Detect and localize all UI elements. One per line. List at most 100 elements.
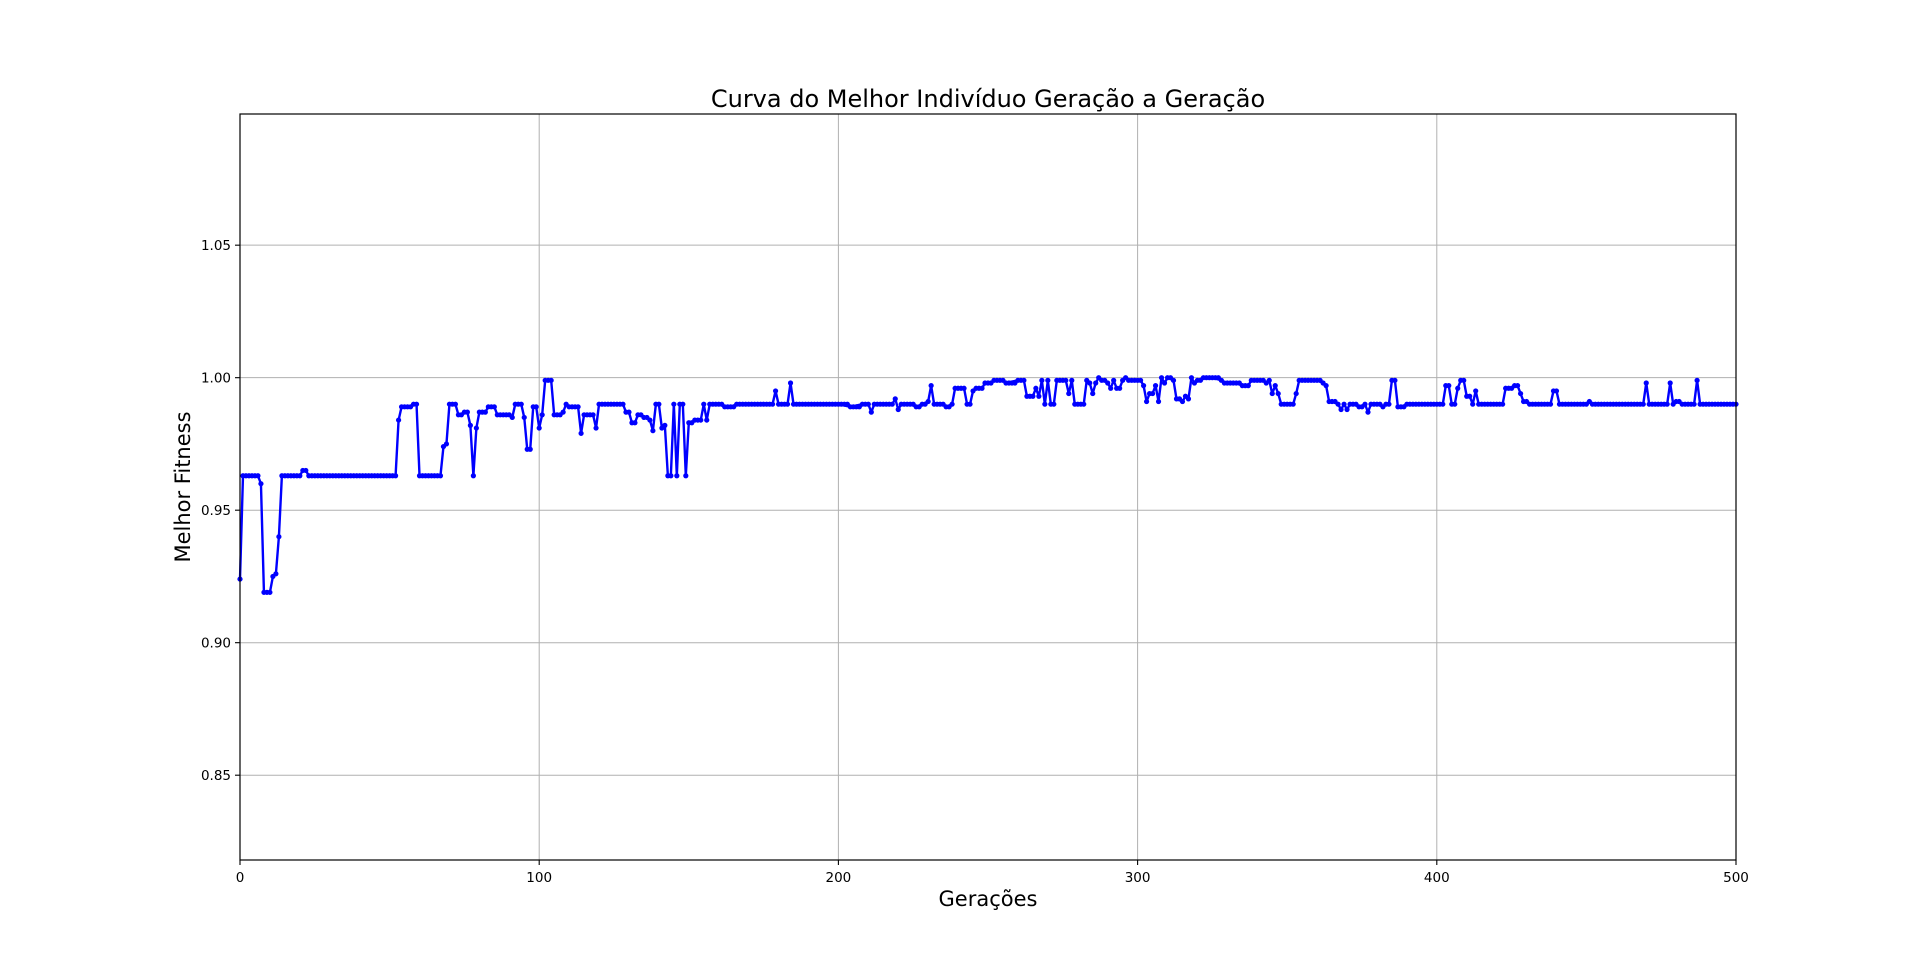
y-tick-label: 0.90 — [201, 636, 231, 652]
data-point — [1266, 377, 1272, 383]
data-point — [1161, 380, 1168, 386]
data-point — [895, 406, 901, 413]
data-point — [1323, 383, 1329, 389]
data-point — [533, 404, 539, 410]
data-point — [698, 417, 704, 423]
data-point — [1269, 390, 1275, 397]
data-point — [437, 473, 444, 479]
data-point — [979, 385, 985, 391]
data-point — [784, 401, 791, 407]
data-point — [482, 409, 488, 415]
data-point — [1272, 383, 1278, 389]
axis-ticks: 0 100 200 300 400 500 0.85 0.90 0.95 1.00 1.05 — [201, 238, 1749, 886]
data-point — [413, 401, 420, 407]
data-point — [1365, 409, 1371, 415]
data-point — [1137, 377, 1144, 383]
data-point — [868, 409, 874, 415]
data-point — [620, 401, 626, 407]
x-tick-label: 200 — [826, 870, 852, 886]
series-best-fitness — [237, 375, 1739, 595]
data-point — [1344, 406, 1350, 413]
data-point — [1500, 401, 1506, 407]
data-point — [509, 414, 515, 421]
data-point — [1140, 383, 1147, 389]
data-point — [925, 398, 931, 405]
data-point — [1664, 401, 1670, 407]
data-point — [680, 401, 686, 407]
data-point — [1517, 390, 1524, 397]
data-point — [928, 383, 934, 389]
data-point — [1452, 401, 1458, 407]
data-point — [1105, 380, 1111, 386]
data-point — [590, 412, 596, 418]
data-point — [1392, 377, 1398, 383]
data-point — [392, 473, 399, 479]
data-point — [1093, 380, 1099, 386]
data-point — [1640, 401, 1646, 407]
data-point — [1170, 377, 1177, 383]
data-point — [1245, 383, 1251, 389]
data-point — [1446, 383, 1452, 389]
data-point — [1063, 377, 1069, 383]
data-point — [1467, 393, 1473, 399]
data-point — [297, 473, 303, 479]
data-point — [578, 430, 584, 436]
data-point — [949, 401, 955, 407]
data-point — [787, 380, 794, 386]
data-point — [1158, 375, 1165, 381]
data-point — [491, 404, 497, 410]
data-point — [452, 401, 459, 407]
data-point — [1108, 385, 1114, 391]
data-point — [1362, 401, 1368, 407]
data-point — [1021, 377, 1027, 383]
data-point — [1643, 380, 1649, 386]
data-point — [704, 417, 710, 423]
data-point — [1473, 388, 1479, 394]
x-tick-label: 500 — [1723, 870, 1749, 886]
data-point — [575, 404, 581, 410]
data-point — [674, 473, 680, 479]
data-point — [1036, 393, 1042, 399]
data-point — [1275, 390, 1281, 397]
data-point — [1066, 390, 1072, 397]
chart-title: Curva do Melhor Indivíduo Geração a Gera… — [711, 85, 1265, 113]
data-point — [769, 401, 776, 407]
data-point — [1691, 401, 1697, 407]
data-point — [1081, 401, 1087, 407]
plot-frame — [239, 113, 1737, 861]
data-point — [1152, 383, 1159, 389]
data-point — [1188, 375, 1195, 381]
data-point — [1069, 377, 1075, 383]
data-point — [470, 473, 476, 479]
data-point — [1030, 393, 1036, 399]
x-tick-label: 100 — [526, 870, 552, 886]
data-point — [1087, 380, 1093, 386]
data-point — [865, 401, 871, 407]
data-point — [443, 441, 450, 447]
data-point — [521, 414, 527, 421]
data-point — [1090, 390, 1096, 397]
data-point — [1341, 401, 1347, 407]
data-point — [967, 401, 973, 407]
data-point — [1514, 383, 1521, 389]
data-point — [626, 409, 632, 415]
data-point — [1045, 377, 1051, 383]
data-point — [632, 420, 638, 426]
data-point — [1290, 401, 1296, 407]
y-tick-label: 1.00 — [201, 371, 231, 387]
data-point — [668, 473, 674, 479]
data-point — [527, 446, 533, 452]
data-point — [303, 467, 309, 474]
data-point — [273, 571, 279, 577]
data-point — [961, 385, 967, 391]
data-point — [467, 422, 473, 428]
x-tick-label: 0 — [236, 870, 245, 886]
data-point — [1155, 398, 1162, 405]
data-point — [701, 401, 707, 407]
data-point — [1694, 377, 1700, 383]
data-point — [1051, 401, 1057, 407]
data-point — [1149, 390, 1156, 397]
data-point — [473, 425, 479, 431]
